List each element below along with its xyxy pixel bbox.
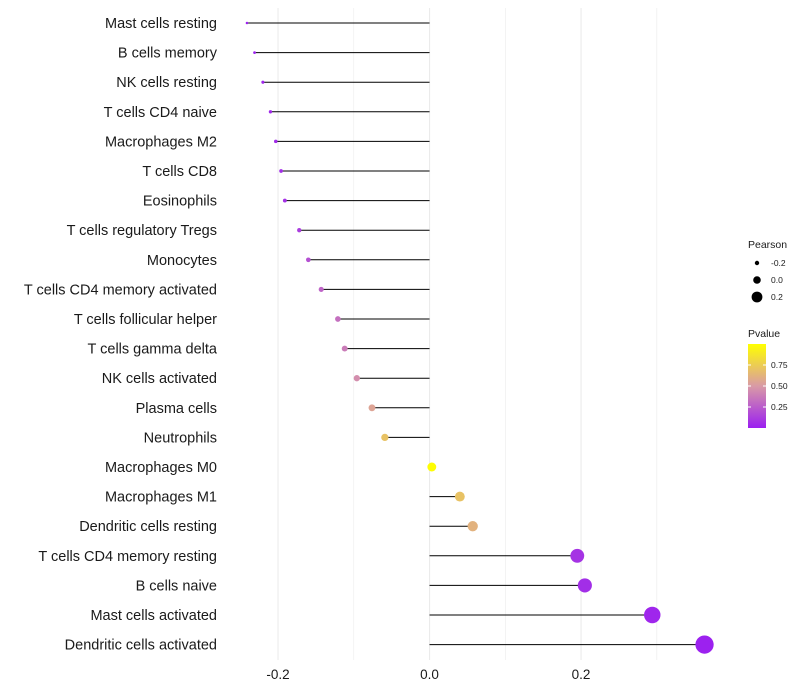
lollipop-point	[335, 316, 341, 322]
lollipop-point	[368, 404, 376, 412]
lollipop-point	[577, 578, 592, 593]
category-label: B cells naive	[136, 578, 217, 594]
x-tick-label: -0.2	[266, 667, 289, 682]
category-label: Mast cells activated	[90, 608, 217, 624]
legend-size-key	[754, 260, 760, 266]
category-label: NK cells resting	[116, 75, 217, 91]
lollipop-point	[695, 635, 714, 654]
lollipop-point	[273, 139, 278, 144]
lollipop-point	[306, 257, 311, 263]
legend-size-title: Pearson	[748, 239, 787, 251]
lollipop-point	[570, 548, 585, 563]
category-label: Mast cells resting	[105, 16, 217, 32]
category-label: Eosinophils	[143, 194, 217, 210]
category-label: Macrophages M1	[105, 490, 217, 506]
lollipop-point	[341, 345, 348, 352]
lollipop-point	[279, 169, 283, 173]
category-label: T cells follicular helper	[74, 312, 217, 328]
x-tick-label: 0.2	[572, 667, 591, 682]
legend-color-bar	[748, 344, 766, 428]
category-label: Plasma cells	[136, 401, 217, 417]
lollipop-point	[454, 491, 465, 502]
legend-color-label: 0.25	[771, 402, 788, 412]
category-label: T cells regulatory Tregs	[67, 223, 217, 239]
legend-color-title: Pvalue	[748, 328, 780, 340]
category-label: T cells CD4 memory resting	[38, 549, 217, 565]
lollipop-point	[467, 521, 478, 532]
lollipop-point	[318, 286, 324, 292]
category-label: T cells CD8	[142, 164, 217, 180]
category-label: Macrophages M2	[105, 134, 217, 150]
legend-color-label: 0.75	[771, 360, 788, 370]
legend-size-key	[753, 276, 761, 284]
lollipop-point	[427, 462, 437, 472]
lollipop-point	[644, 606, 661, 624]
category-label: T cells CD4 memory activated	[24, 282, 217, 298]
category-label: T cells gamma delta	[88, 342, 218, 358]
category-label: NK cells activated	[102, 371, 217, 387]
legend-size-key	[751, 291, 763, 303]
x-tick-label: 0.0	[420, 667, 439, 682]
lollipop-point	[261, 80, 265, 84]
lollipop-point	[282, 198, 287, 203]
category-label: Dendritic cells activated	[65, 638, 217, 654]
category-label: Monocytes	[147, 253, 217, 269]
legend-size-label: 0.2	[771, 292, 783, 302]
lollipop-point	[268, 110, 273, 114]
category-label: T cells CD4 naive	[104, 105, 217, 121]
lollipop-point	[253, 51, 256, 54]
legend-color-label: 0.50	[771, 381, 788, 391]
category-label: Dendritic cells resting	[79, 519, 217, 535]
legend-size-label: -0.2	[771, 258, 786, 268]
lollipop-point	[297, 228, 302, 233]
lollipop-point	[381, 433, 389, 442]
category-label: Macrophages M0	[105, 460, 217, 476]
lollipop-point	[353, 375, 360, 382]
lollipop-point	[245, 21, 249, 25]
legend-size-label: 0.0	[771, 275, 783, 285]
category-label: Neutrophils	[144, 430, 217, 446]
category-label: B cells memory	[118, 46, 218, 62]
